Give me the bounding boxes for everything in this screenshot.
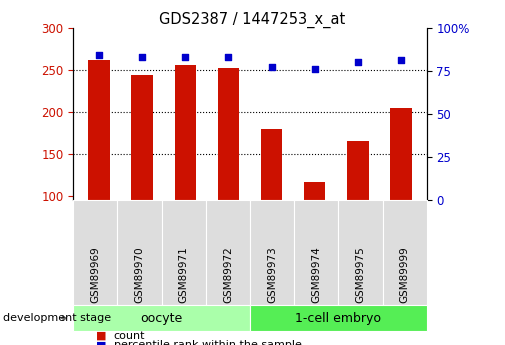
Bar xyxy=(88,60,110,280)
Text: GSM89999: GSM89999 xyxy=(399,246,410,303)
Bar xyxy=(347,141,369,280)
Text: GSM89975: GSM89975 xyxy=(356,246,366,303)
Bar xyxy=(261,129,282,280)
Text: development stage: development stage xyxy=(3,313,111,323)
Text: GSM89970: GSM89970 xyxy=(134,246,144,303)
Text: GSM89971: GSM89971 xyxy=(179,246,189,303)
Point xyxy=(181,54,189,60)
Text: GSM89974: GSM89974 xyxy=(311,246,321,303)
Bar xyxy=(304,183,325,280)
Point xyxy=(311,66,319,72)
Text: GSM89969: GSM89969 xyxy=(90,246,100,303)
Point xyxy=(138,54,146,60)
Text: 1-cell embryo: 1-cell embryo xyxy=(295,312,381,325)
Bar xyxy=(175,65,196,280)
Point xyxy=(268,65,276,70)
Text: GSM89972: GSM89972 xyxy=(223,246,233,303)
Text: GDS2387 / 1447253_x_at: GDS2387 / 1447253_x_at xyxy=(160,12,345,28)
Text: percentile rank within the sample: percentile rank within the sample xyxy=(114,340,301,345)
Text: GSM89973: GSM89973 xyxy=(267,246,277,303)
Bar xyxy=(218,68,239,280)
Text: ■: ■ xyxy=(96,340,107,345)
Point xyxy=(95,52,103,58)
Text: count: count xyxy=(114,331,145,341)
Bar xyxy=(131,75,153,280)
Point xyxy=(354,59,362,65)
Point xyxy=(397,58,405,63)
Point xyxy=(224,54,232,60)
Text: ■: ■ xyxy=(96,331,107,341)
Bar xyxy=(390,108,412,280)
Text: oocyte: oocyte xyxy=(140,312,183,325)
